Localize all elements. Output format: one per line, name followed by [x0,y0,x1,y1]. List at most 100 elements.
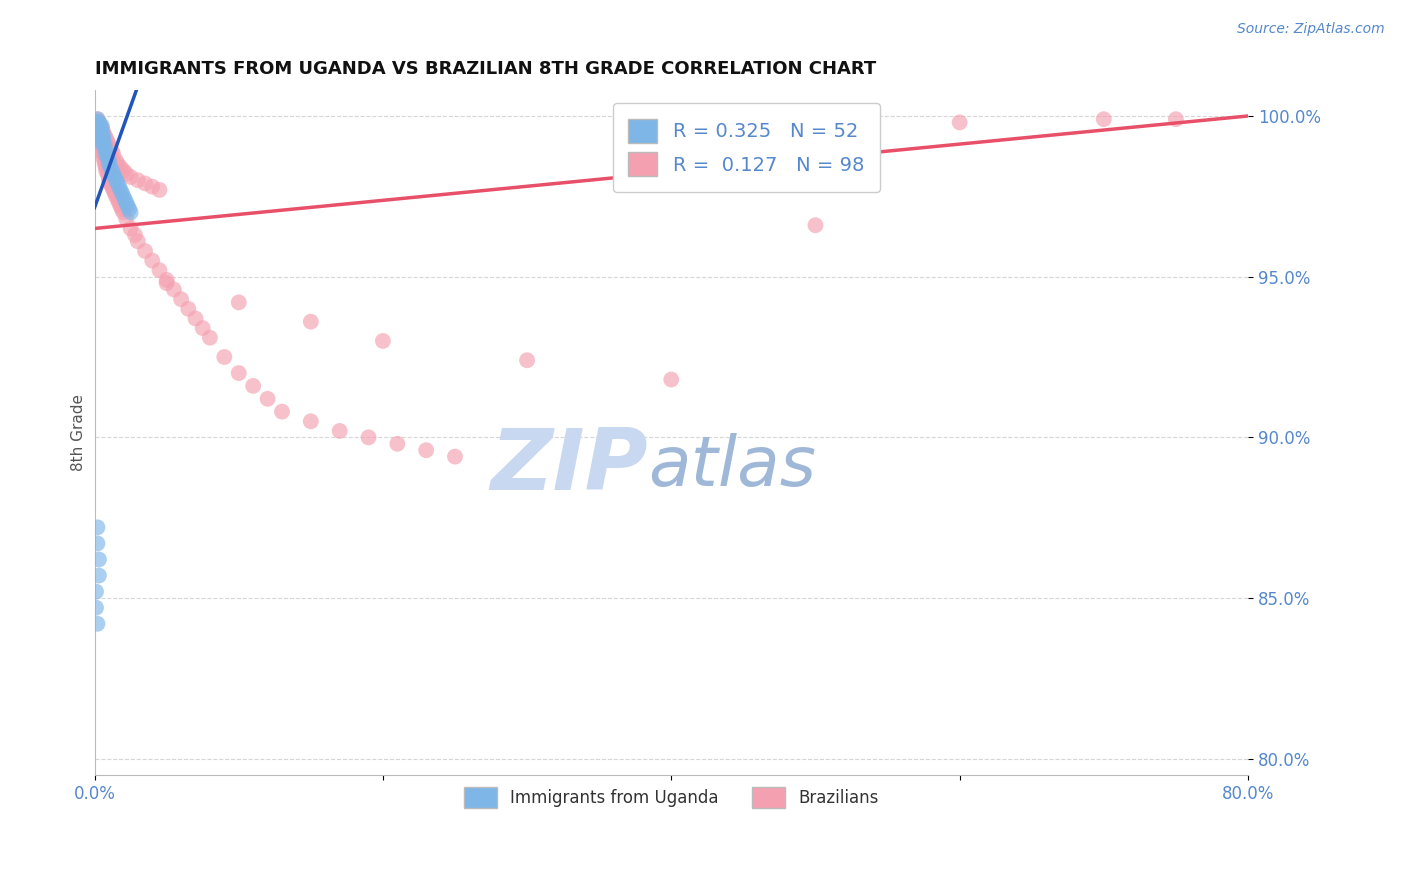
Point [98,137,121,152]
Point [170,292,193,306]
Point [163,283,186,297]
Point [256,392,278,406]
Point [141,253,163,268]
Point [198,331,221,345]
Point [114,193,136,207]
Point [87,135,110,149]
Point [120,205,142,219]
Point [90,121,112,136]
Point [134,177,156,191]
Point [134,244,156,258]
Point [87,119,110,133]
Point [89,135,111,149]
Point [93,128,115,143]
Point [87,115,110,129]
Point [444,450,467,464]
Point [93,147,115,161]
Point [86,125,108,139]
Point [90,121,112,136]
Point [101,179,124,194]
Point [103,147,125,161]
Point [1092,112,1115,127]
Point [103,183,125,197]
Point [91,128,114,143]
Point [177,301,200,316]
Point [96,167,118,181]
Point [98,153,121,168]
Point [659,372,682,386]
Point [84,584,107,599]
Point [387,437,409,451]
Point [87,121,110,136]
Point [91,131,114,145]
Point [228,295,250,310]
Point [96,135,118,149]
Point [91,125,114,139]
Point [86,616,108,631]
Point [87,125,110,139]
Point [96,153,118,168]
Point [87,135,110,149]
Point [89,137,111,152]
Point [156,273,179,287]
Point [111,186,134,200]
Point [148,263,170,277]
Point [91,147,114,161]
Point [101,145,124,159]
Point [90,141,112,155]
Point [108,195,131,210]
Point [94,151,117,165]
Point [804,219,827,233]
Point [115,195,138,210]
Point [94,131,117,145]
Point [86,119,108,133]
Point [100,161,122,175]
Point [89,137,111,152]
Point [120,221,142,235]
Point [100,141,122,155]
Point [112,189,135,203]
Point [84,600,107,615]
Point [90,121,112,136]
Point [101,163,124,178]
Point [87,128,110,143]
Point [329,424,352,438]
Text: IMMIGRANTS FROM UGANDA VS BRAZILIAN 8TH GRADE CORRELATION CHART: IMMIGRANTS FROM UGANDA VS BRAZILIAN 8TH … [94,60,876,78]
Point [214,350,236,364]
Point [87,552,110,566]
Point [94,147,117,161]
Point [91,135,114,149]
Point [89,128,111,143]
Point [1164,112,1187,127]
Point [191,321,214,335]
Legend: Immigrants from Uganda, Brazilians: Immigrants from Uganda, Brazilians [457,780,886,814]
Point [228,366,250,380]
Point [93,157,115,171]
Point [86,112,108,127]
Point [87,128,110,143]
Point [90,125,112,139]
Point [357,430,380,444]
Point [89,119,111,133]
Point [107,177,129,191]
Y-axis label: 8th Grade: 8th Grade [72,394,86,471]
Point [94,145,117,159]
Point [86,536,108,550]
Point [110,183,132,197]
Point [110,161,132,175]
Point [111,202,134,217]
Point [89,119,111,133]
Point [98,157,121,171]
Point [371,334,394,348]
Text: Source: ZipAtlas.com: Source: ZipAtlas.com [1237,22,1385,37]
Point [299,414,322,428]
Point [93,141,115,155]
Point [242,379,264,393]
Point [90,141,112,155]
Point [94,163,117,178]
Point [86,131,108,145]
Text: atlas: atlas [648,434,817,500]
Point [299,315,322,329]
Point [89,125,111,139]
Point [93,137,115,152]
